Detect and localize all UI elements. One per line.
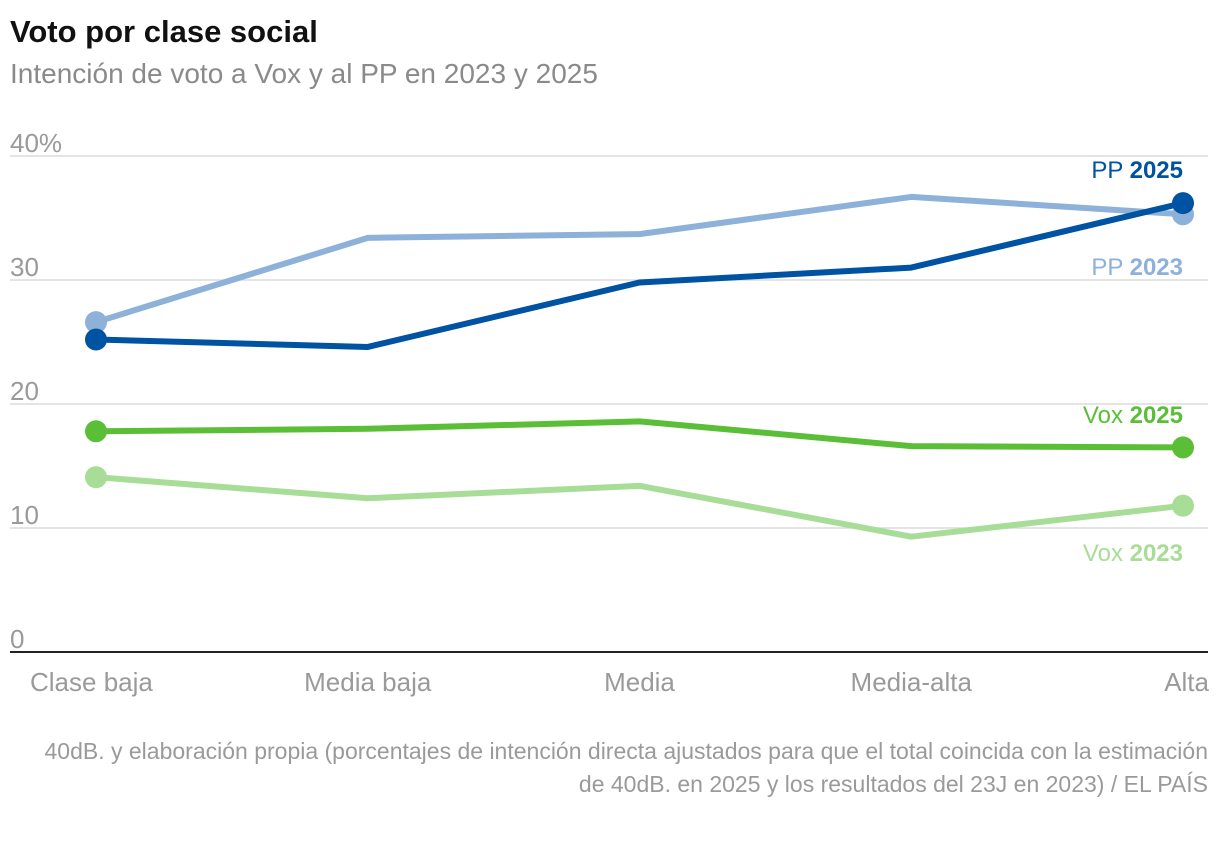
x-tick-label: Media-alta (851, 667, 973, 697)
series-point-vox2025 (85, 420, 107, 443)
x-tick-label: Alta (1164, 667, 1209, 697)
series-line-vox2025 (93, 418, 1186, 451)
chart-title: Voto por clase social (10, 14, 318, 49)
series-label-pp2023: PP 2023 (1091, 254, 1183, 281)
series-labels: Vox 2023 PP 2023 Vox 2025 PP 2025 (1083, 157, 1183, 567)
x-axis-ticks: Clase baja Media baja Media Media-alta Alta (30, 667, 1210, 697)
y-tick-label: 20 (10, 376, 39, 406)
y-tick-label: 10 (10, 500, 39, 530)
x-tick-label: Media baja (304, 667, 432, 697)
x-tick-label: Media (604, 667, 675, 697)
chart-subtitle: Intención de voto a Vox y al PP en 2023 … (10, 58, 598, 89)
x-tick-label: Clase baja (30, 667, 153, 697)
series-line-pp2025 (93, 200, 1186, 350)
source-note: 40dB. y elaboración propia (porcentajes … (44, 738, 1209, 797)
grid-lines (10, 155, 1208, 653)
series-point-vox2023 (85, 466, 107, 489)
series-lines (85, 192, 1194, 540)
series-point-pp2025 (85, 328, 107, 351)
series-point-pp2023 (85, 311, 107, 334)
series-label-vox2023: Vox 2023 (1083, 540, 1183, 567)
y-tick-label: 0 (10, 624, 24, 654)
series-label-pp2025: PP 2025 (1091, 157, 1183, 184)
series-point-pp2025 (1172, 192, 1194, 215)
series-line-pp2023 (93, 193, 1186, 326)
y-axis-ticks: 0 10 20 30 40% (10, 128, 62, 654)
series-label-vox2025: Vox 2025 (1083, 402, 1183, 429)
y-tick-label: 30 (10, 252, 39, 282)
series-line-vox2023 (93, 474, 1186, 540)
y-tick-label: 40% (10, 128, 62, 158)
series-point-vox2023 (1172, 494, 1194, 517)
series-point-vox2025 (1172, 436, 1194, 459)
